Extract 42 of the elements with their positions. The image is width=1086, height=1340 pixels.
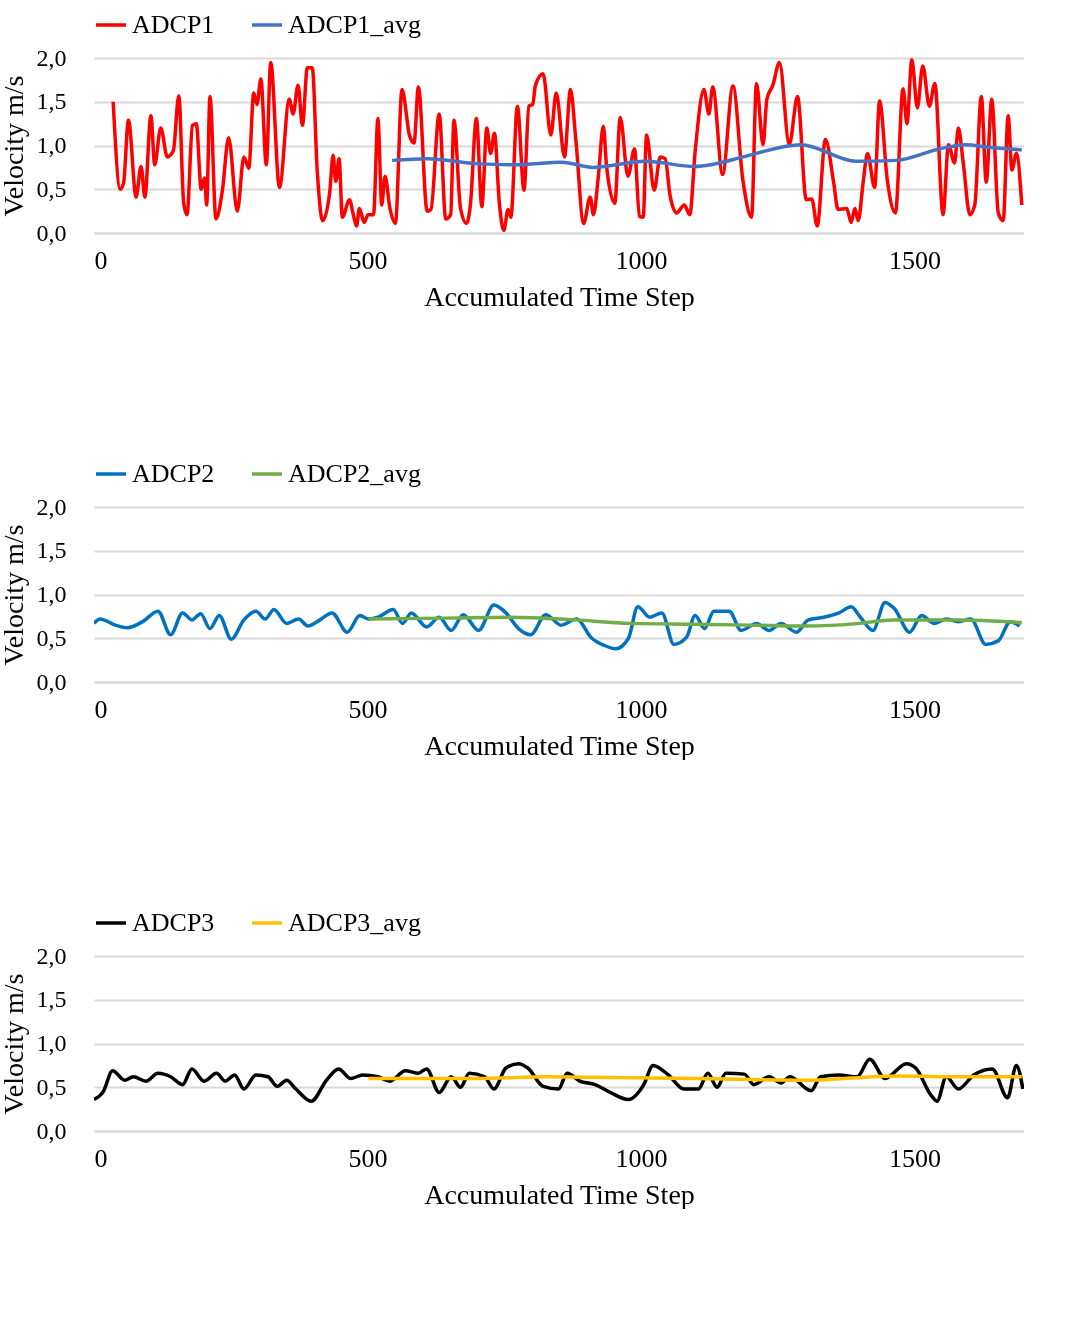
- x-tick-label: 1500: [889, 1143, 942, 1173]
- line-series: [390, 142, 1024, 170]
- y-tick-label: 0,5: [36, 175, 67, 202]
- x-tick-label: 500: [348, 1143, 388, 1173]
- x-tick-label: 1000: [615, 694, 668, 724]
- y-tick-label: 0,0: [36, 219, 67, 246]
- x-axis-title: Accumulated Time Step: [424, 729, 695, 761]
- y-tick-label: 1,5: [36, 88, 67, 115]
- legend-label: ADCP3: [132, 908, 215, 937]
- y-tick-label: 0,0: [36, 1117, 67, 1144]
- x-tick-label: 0: [94, 245, 108, 275]
- y-axis-title: Velocity m/s: [0, 524, 29, 666]
- x-tick-label: 500: [348, 245, 388, 275]
- x-tick-label: 1500: [889, 694, 942, 724]
- y-tick-label: 1,0: [36, 581, 67, 607]
- y-tick-label: 0,5: [36, 624, 67, 651]
- y-tick-label: 0,0: [36, 668, 67, 695]
- y-tick-label: 2,0: [36, 493, 67, 520]
- line-series: [111, 58, 1024, 233]
- y-tick-label: 1,0: [36, 1030, 67, 1056]
- y-axis-title: Velocity m/s: [0, 75, 29, 217]
- legend-label: ADCP1_avg: [288, 10, 421, 39]
- y-tick-label: 1,5: [36, 986, 67, 1013]
- x-tick-label: 500: [348, 694, 388, 724]
- legend-label: ADCP2: [132, 459, 215, 488]
- legend-label: ADCP2_avg: [288, 459, 421, 488]
- legend-label: ADCP1: [132, 10, 215, 39]
- x-tick-label: 1500: [889, 245, 942, 275]
- x-tick-label: 0: [94, 694, 108, 724]
- x-axis-title: Accumulated Time Step: [424, 280, 695, 312]
- x-tick-label: 0: [94, 1143, 108, 1173]
- y-tick-label: 2,0: [36, 44, 67, 71]
- x-axis-title: Accumulated Time Step: [424, 1178, 695, 1210]
- x-tick-label: 1000: [615, 1143, 668, 1173]
- y-tick-label: 0,5: [36, 1073, 67, 1100]
- line-series: [366, 615, 1024, 628]
- y-tick-label: 1,5: [36, 537, 67, 564]
- legend-label: ADCP3_avg: [288, 908, 421, 937]
- y-tick-label: 2,0: [36, 942, 67, 969]
- y-axis-title: Velocity m/s: [0, 973, 29, 1115]
- y-tick-label: 1,0: [36, 132, 67, 158]
- x-tick-label: 1000: [615, 245, 668, 275]
